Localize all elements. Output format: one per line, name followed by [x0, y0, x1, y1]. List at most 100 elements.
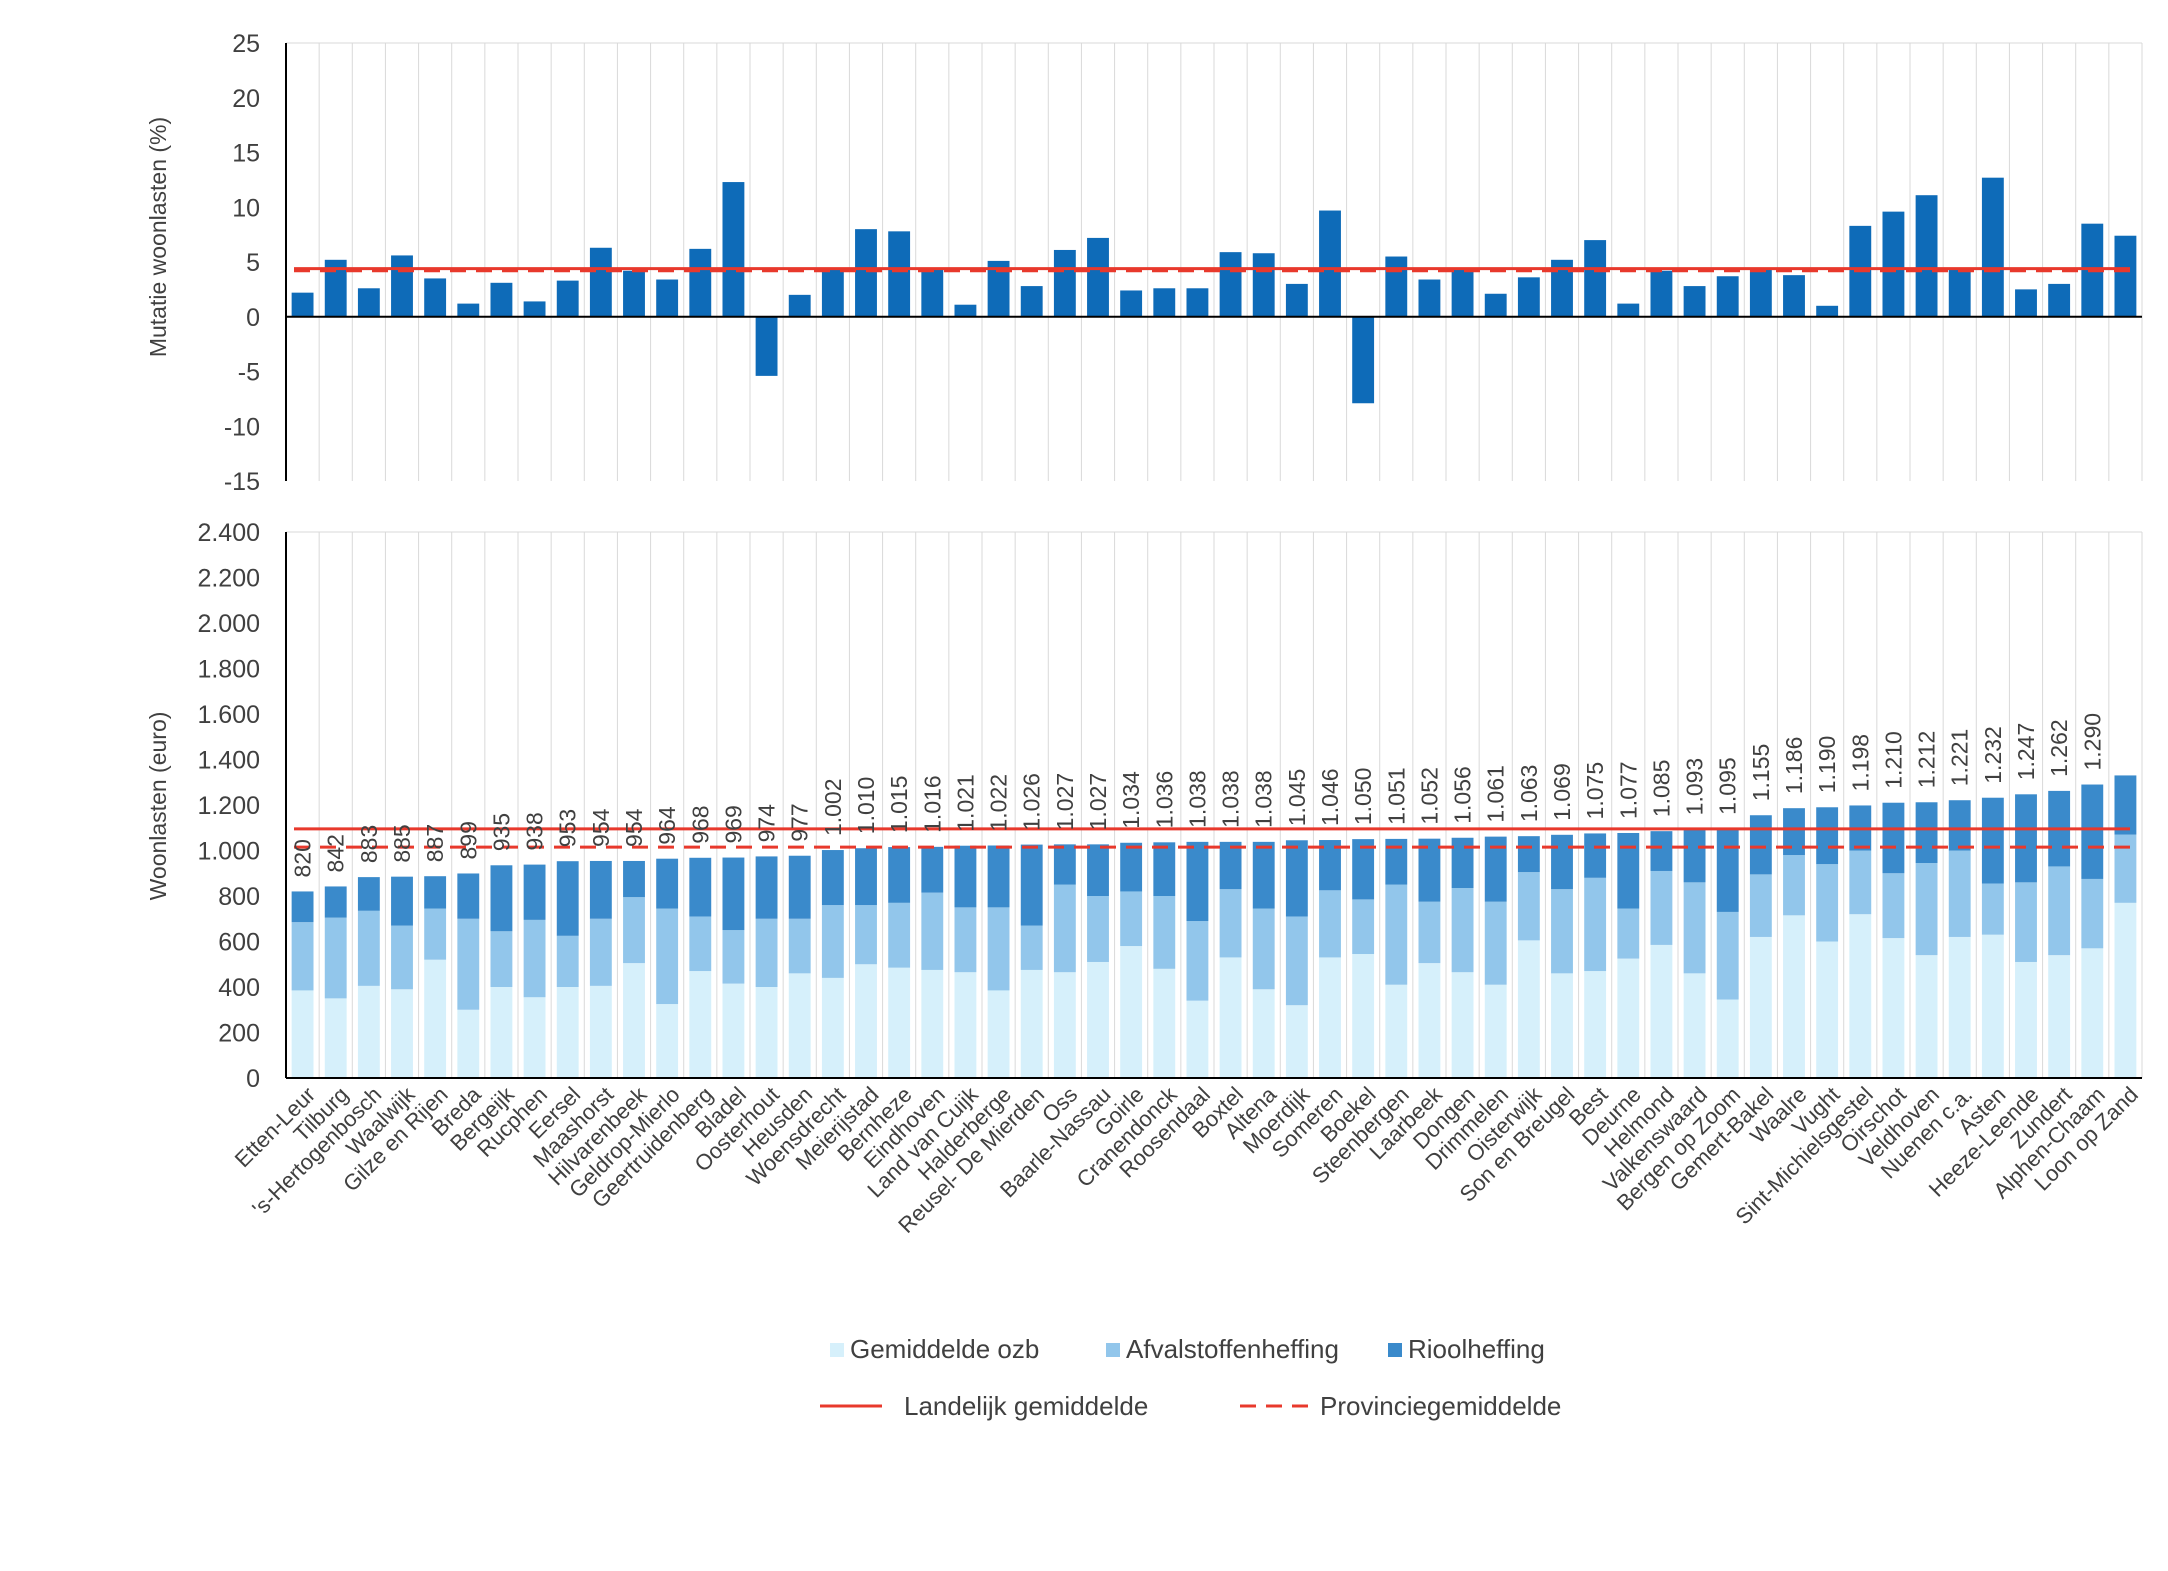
bar-segment-ozb [424, 959, 447, 1078]
top-bar [1517, 277, 1540, 317]
bar-segment-riool [1285, 840, 1308, 917]
bar-segment-riool [1816, 807, 1839, 865]
bar-segment-riool [1716, 828, 1739, 912]
bar-segment-riool [755, 856, 778, 919]
top-bar [556, 280, 579, 317]
bar-segment-ozb [1849, 914, 1872, 1078]
bar-segment-afval [1749, 874, 1772, 937]
bar-segment-ozb [1915, 955, 1938, 1078]
bar-segment-afval [1683, 882, 1706, 974]
bar-segment-ozb [2114, 902, 2137, 1078]
top-bar [821, 268, 844, 317]
top-bar [1981, 177, 2004, 317]
bar-segment-ozb [1053, 972, 1076, 1078]
bar-segment-riool [954, 845, 977, 908]
bar-segment-ozb [987, 990, 1010, 1078]
data-label: 1.061 [1483, 765, 1509, 823]
bar-segment-ozb [755, 987, 778, 1078]
bar-segment-afval [1551, 889, 1573, 974]
bottom-y-tick-label: 400 [218, 974, 260, 1002]
top-bar [1385, 256, 1408, 317]
bar-segment-ozb [1285, 1005, 1308, 1078]
legend-label-riool: Rioolheffing [1408, 1334, 1545, 1364]
top-y-tick-label: 20 [232, 85, 260, 113]
woonlasten-chart: 2.400 2.200 2.000 1.800 1.600 1.400 1.200 1.000… [145, 519, 2143, 1238]
bar-segment-afval [1584, 877, 1607, 972]
bar-segment-ozb [2015, 961, 2037, 1078]
top-bar [788, 294, 811, 317]
bar-segment-riool [1186, 841, 1209, 922]
bar-segment-afval [2114, 834, 2137, 903]
top-bar [1915, 195, 1938, 317]
bar-segment-riool [1484, 836, 1507, 902]
bar-segment-ozb [722, 983, 745, 1078]
data-label: 969 [720, 805, 746, 843]
top-bar [490, 282, 513, 317]
bar-segment-afval [324, 917, 347, 999]
bar-segment-ozb [1352, 954, 1375, 1078]
bar-segment-riool [324, 886, 347, 918]
bar-segment-afval [1617, 908, 1640, 959]
data-label: 954 [621, 808, 647, 847]
bar-segment-ozb [1948, 936, 1971, 1078]
top-bar [1252, 253, 1275, 317]
bar-segment-riool [1418, 838, 1441, 902]
bar-segment-ozb [1551, 973, 1573, 1078]
bar-segment-ozb [1683, 973, 1706, 1078]
bar-segment-ozb [1783, 915, 1805, 1078]
bar-segment-afval [1120, 891, 1143, 947]
legend-label-landelijk: Landelijk gemiddelde [904, 1391, 1148, 1421]
top-bar [1882, 211, 1905, 317]
data-label: 1.186 [1781, 737, 1807, 795]
bar-segment-riool [1749, 815, 1772, 875]
bar-segment-afval [1816, 864, 1839, 942]
bar-segment-afval [424, 908, 447, 960]
data-label: 1.232 [1980, 726, 2006, 784]
top-bar [1020, 286, 1043, 317]
top-y-tick-label: 15 [232, 140, 260, 168]
bar-segment-ozb [788, 973, 811, 1078]
bar-segment-riool [1584, 833, 1607, 878]
bar-segment-afval [921, 892, 944, 970]
top-bar [722, 182, 745, 317]
data-label: 1.290 [2079, 713, 2105, 771]
data-label: 1.221 [1947, 729, 1973, 787]
bottom-y-tick-label: 1.600 [197, 701, 260, 729]
bar-segment-ozb [1617, 958, 1640, 1078]
bar-segment-ozb [1451, 972, 1474, 1078]
bar-segment-afval [1418, 901, 1441, 964]
data-label: 953 [555, 809, 581, 847]
bar-segment-afval [821, 905, 844, 978]
bar-segment-afval [2048, 866, 2071, 956]
bar-segment-ozb [490, 987, 513, 1078]
data-label: 1.036 [1151, 771, 1177, 829]
bar-segment-ozb [689, 971, 712, 1078]
bottom-y-tick-label: 0 [246, 1065, 260, 1093]
data-label: 1.010 [853, 777, 879, 835]
bar-segment-riool [1153, 842, 1176, 896]
top-bar [1948, 268, 1971, 317]
bar-segment-riool [357, 877, 380, 911]
legend-label-ozb: Gemiddelde ozb [850, 1334, 1039, 1364]
bar-segment-riool [623, 860, 645, 898]
data-label: 968 [687, 805, 713, 843]
top-bar [589, 247, 612, 317]
bar-segment-riool [523, 864, 546, 920]
bottom-y-tick-label: 600 [218, 929, 260, 957]
bar-segment-riool [490, 865, 513, 932]
bar-segment-afval [888, 902, 911, 968]
bar-segment-afval [1020, 925, 1043, 970]
top-bar [457, 303, 480, 317]
top-bar [987, 260, 1010, 317]
top-y-tick-label: -10 [224, 413, 260, 441]
bottom-y-tick-label: 1.000 [197, 838, 260, 866]
data-label: 1.051 [1383, 767, 1409, 825]
top-bar [921, 268, 944, 317]
bar-segment-ozb [1484, 984, 1507, 1078]
top-y-tick-label: 5 [246, 249, 260, 277]
bar-segment-ozb [457, 1009, 480, 1078]
bar-segment-riool [1087, 844, 1109, 896]
bar-segment-ozb [1319, 957, 1341, 1078]
bar-segment-ozb [291, 990, 314, 1078]
top-bar [1352, 316, 1375, 404]
